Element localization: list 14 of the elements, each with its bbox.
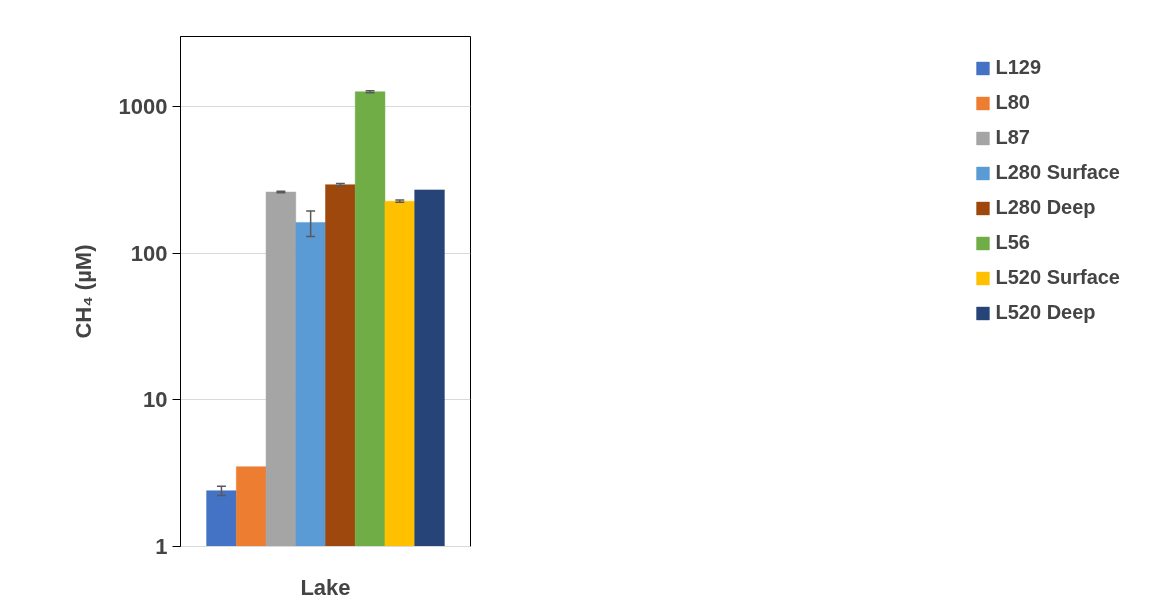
legend-label: L129 [995,56,1042,79]
y-tick-label: 1 [155,534,168,559]
legend-label: L520 Deep [995,301,1096,324]
legend-label: L87 [995,126,1030,149]
x-axis-title: Lake [300,574,351,600]
y-tick-label: 100 [130,240,168,266]
legend-label: L56 [995,231,1030,254]
y-tick-label: 1000 [118,93,168,119]
legend-label: L520 Surface [995,266,1120,289]
legend-label: L280 Surface [995,161,1120,184]
y-tick-label: 10 [143,387,168,413]
legend-label: L80 [995,91,1030,114]
y-axis-title: CH₄ (µM) [70,244,96,339]
legend-label: L280 Deep [995,196,1096,219]
